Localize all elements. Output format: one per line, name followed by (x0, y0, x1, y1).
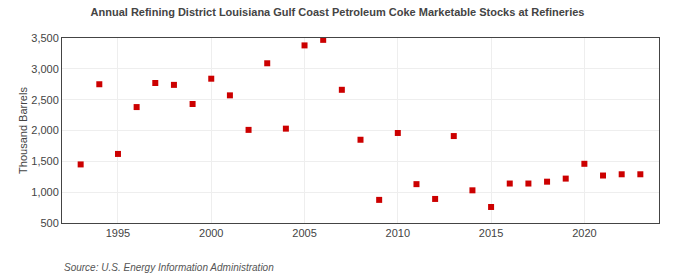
svg-text:1,000: 1,000 (31, 186, 59, 198)
svg-text:2010: 2010 (386, 227, 410, 239)
svg-text:2,500: 2,500 (31, 94, 59, 106)
svg-text:Thousand Barrels: Thousand Barrels (17, 87, 29, 174)
svg-text:2,000: 2,000 (31, 124, 59, 136)
svg-text:1,500: 1,500 (31, 155, 59, 167)
svg-text:500: 500 (40, 217, 58, 229)
svg-text:Source: U.S. Energy Informatio: Source: U.S. Energy Information Administ… (64, 262, 274, 273)
svg-text:2000: 2000 (199, 227, 223, 239)
svg-text:2015: 2015 (479, 227, 503, 239)
svg-text:2005: 2005 (292, 227, 316, 239)
svg-text:1995: 1995 (106, 227, 130, 239)
svg-text:2020: 2020 (572, 227, 596, 239)
svg-text:3,000: 3,000 (31, 63, 59, 75)
svg-text:Annual Refining District Louis: Annual Refining District Louisiana Gulf … (91, 6, 585, 18)
svg-text:3,500: 3,500 (31, 32, 59, 44)
